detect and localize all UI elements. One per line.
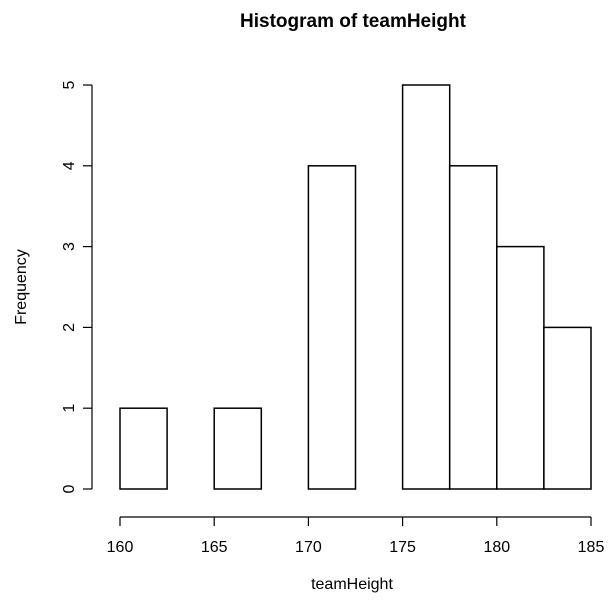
histogram-bar-6 [401, 84, 451, 490]
chart-title: Histogram of teamHeight [240, 11, 467, 32]
histogram-bar-9 [543, 326, 592, 490]
x-axis: 160 165 170 175 180 185 [107, 516, 605, 556]
histogram-bar-4 [307, 165, 357, 490]
x-tick-label-4: 180 [483, 539, 510, 556]
x-tick-label-1: 165 [201, 539, 228, 556]
y-tick-label-2: 2 [61, 323, 78, 332]
histogram-bar-2 [213, 407, 263, 490]
y-tick-label-4: 4 [61, 161, 78, 170]
x-tick-label-2: 170 [295, 539, 322, 556]
y-axis-label: Frequency [13, 249, 30, 325]
x-tick-label-0: 160 [107, 539, 134, 556]
y-tick-label-0: 0 [61, 484, 78, 493]
y-axis: 0 1 2 3 4 5 [61, 80, 93, 493]
x-tick-label-5: 185 [578, 539, 605, 556]
histogram-bars [119, 84, 592, 490]
y-tick-label-1: 1 [61, 404, 78, 413]
x-axis-label: teamHeight [311, 576, 393, 593]
x-tick-label-3: 175 [389, 539, 416, 556]
histogram-bar-0 [119, 407, 168, 490]
histogram-bar-8 [496, 245, 545, 490]
histogram-bar-7 [448, 165, 498, 490]
y-tick-label-3: 3 [61, 242, 78, 251]
y-tick-label-5: 5 [61, 80, 78, 89]
